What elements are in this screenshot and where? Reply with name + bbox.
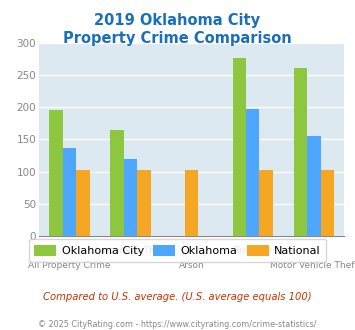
Text: 2019 Oklahoma City: 2019 Oklahoma City xyxy=(94,13,261,28)
Bar xyxy=(49,110,63,236)
Bar xyxy=(260,170,273,236)
Text: © 2025 CityRating.com - https://www.cityrating.com/crime-statistics/: © 2025 CityRating.com - https://www.city… xyxy=(38,320,317,329)
Bar xyxy=(321,170,334,236)
Bar xyxy=(185,170,198,236)
Bar xyxy=(233,58,246,236)
Bar xyxy=(63,148,76,236)
Bar xyxy=(76,170,90,236)
Text: All Property Crime: All Property Crime xyxy=(28,261,111,270)
Bar xyxy=(137,170,151,236)
Bar xyxy=(246,109,260,236)
Bar xyxy=(124,159,137,236)
Text: Motor Vehicle Theft: Motor Vehicle Theft xyxy=(270,261,355,270)
Text: Compared to U.S. average. (U.S. average equals 100): Compared to U.S. average. (U.S. average … xyxy=(43,292,312,302)
Bar xyxy=(110,130,124,236)
Text: Burglary: Burglary xyxy=(234,246,272,255)
Bar xyxy=(294,68,307,236)
Bar xyxy=(307,136,321,236)
Text: Property Crime Comparison: Property Crime Comparison xyxy=(63,31,292,46)
Text: Arson: Arson xyxy=(179,261,204,270)
Text: Larceny & Theft: Larceny & Theft xyxy=(94,246,167,255)
Legend: Oklahoma City, Oklahoma, National: Oklahoma City, Oklahoma, National xyxy=(28,239,327,262)
